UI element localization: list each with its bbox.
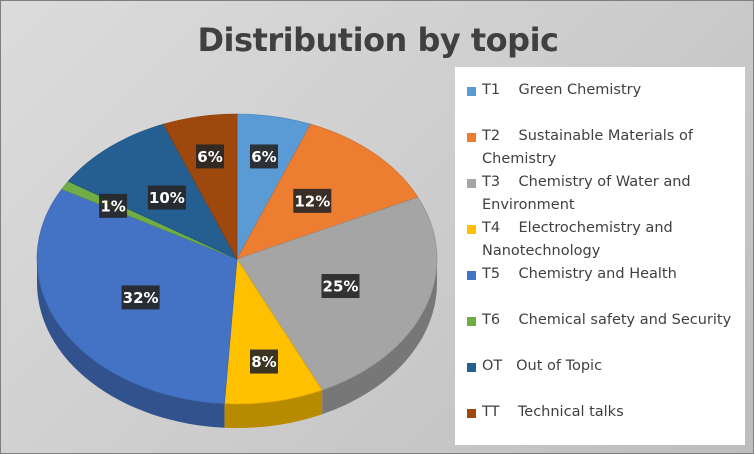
legend-item: T1 Green Chemistry <box>467 79 742 102</box>
data-label-box <box>196 144 225 169</box>
data-label-5: 32% <box>121 285 160 310</box>
pie-slices <box>36 113 438 405</box>
data-label-box <box>249 349 278 374</box>
legend-item: TT Technical talks <box>467 401 742 424</box>
data-label-6: 1% <box>99 193 128 218</box>
data-label-2: 12% <box>293 188 332 213</box>
legend: T1 Green Chemistry T2 Sustainable Materia… <box>455 67 745 445</box>
data-label-box <box>99 193 128 218</box>
data-label-box <box>147 185 186 210</box>
legend-swatch <box>467 409 476 418</box>
pie-slice-4 <box>224 258 323 405</box>
pie-sides <box>37 259 437 428</box>
pie-slice-side-3 <box>322 259 437 415</box>
pie-slice-side-5 <box>37 259 225 428</box>
legend-label: T6 Chemical safety and Security <box>482 312 732 328</box>
pie-chart: 6% 12% 25% 8% 32% 1% 10% 6% <box>36 113 438 428</box>
data-label-box <box>249 144 278 169</box>
data-label-text: 25% <box>323 278 359 296</box>
legend-swatch <box>467 317 476 326</box>
chart-title: Distribution by topic <box>197 21 559 59</box>
data-label-box <box>321 274 360 299</box>
data-label-text: 10% <box>149 189 185 207</box>
data-label-8: 6% <box>196 144 225 169</box>
legend-item: OT Out of Topic <box>467 355 742 378</box>
pie-slice-side-4 <box>224 390 323 428</box>
data-label-1: 6% <box>249 144 278 169</box>
legend-label: OT Out of Topic <box>482 358 603 374</box>
legend-swatch <box>467 225 476 234</box>
data-labels: 6% 12% 25% 8% 32% 1% 10% 6% <box>99 144 360 374</box>
legend-label: TT Technical talks <box>482 404 624 420</box>
data-label-3: 25% <box>321 274 360 299</box>
data-label-4: 8% <box>249 349 278 374</box>
data-label-text: 6% <box>251 148 276 166</box>
data-label-text: 1% <box>100 197 125 215</box>
data-label-text: 12% <box>294 192 330 210</box>
legend-label: T5 Chemistry and Health <box>482 266 677 282</box>
legend-item: T2 Sustainable Materials of Chemistry <box>467 125 742 171</box>
data-label-7: 10% <box>147 185 186 210</box>
legend-label: T2 Sustainable Materials of Chemistry <box>482 128 698 167</box>
legend-item: T3 Chemistry of Water and Environment <box>467 171 742 217</box>
legend-label: T4 Electrochemistry and Nanotechnology <box>482 220 678 259</box>
legend-swatch <box>467 363 476 372</box>
data-label-text: 32% <box>123 289 159 307</box>
legend-label: T3 Chemistry of Water and Environment <box>482 174 696 213</box>
legend-swatch <box>467 179 476 188</box>
legend-swatch <box>467 271 476 280</box>
legend-item: T5 Chemistry and Health <box>467 263 742 286</box>
legend-item: T4 Electrochemistry and Nanotechnology <box>467 217 742 263</box>
data-label-box <box>121 285 160 310</box>
legend-item: T6 Chemical safety and Security <box>467 309 742 332</box>
legend-swatch <box>467 87 476 96</box>
data-label-text: 8% <box>251 353 276 371</box>
legend-swatch <box>467 133 476 142</box>
data-label-text: 6% <box>197 148 222 166</box>
legend-label: T1 Green Chemistry <box>482 82 642 98</box>
data-label-box <box>293 188 332 213</box>
